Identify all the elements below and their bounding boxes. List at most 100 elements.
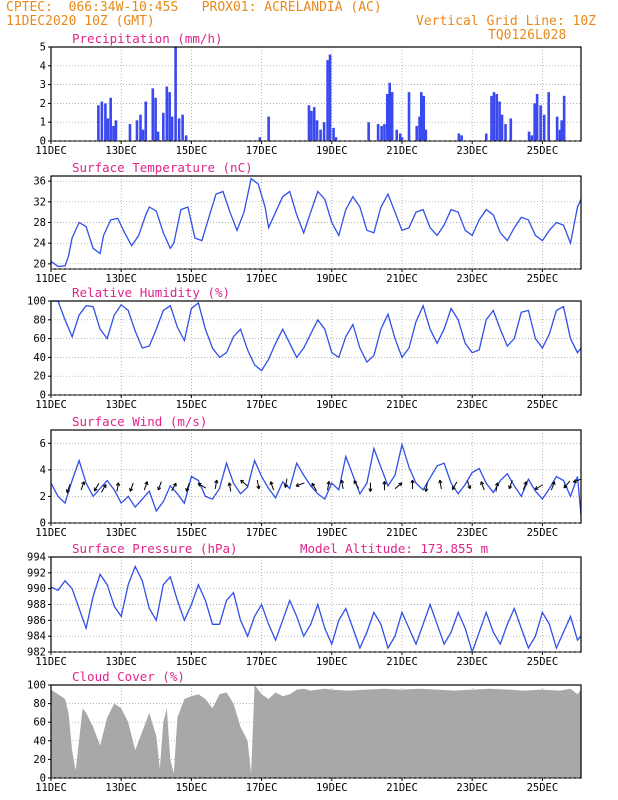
- wind-arrow-shaft: [522, 481, 527, 491]
- wind-arrow-head: [157, 487, 162, 491]
- wind-arrow: [438, 479, 443, 489]
- wind-arrow-shaft: [93, 482, 100, 492]
- y-tick-label: 4: [40, 464, 46, 476]
- precip-bar: [154, 97, 157, 141]
- x-tick-label: 21DEC: [386, 399, 418, 411]
- panel-frame-rh: [50, 300, 582, 396]
- precip-bar: [100, 101, 104, 141]
- wind-arrow-head: [573, 481, 577, 484]
- y-tick-label: 990: [27, 583, 46, 595]
- precip-bar: [376, 124, 380, 141]
- precip-bar: [128, 124, 132, 141]
- y-tick-label: 40: [33, 352, 46, 364]
- wind-arrow-shaft: [270, 481, 275, 491]
- y-tick-label: 100: [27, 296, 46, 308]
- x-tick-label: 11DEC: [35, 782, 67, 794]
- wind-arrow: [550, 481, 556, 491]
- wind-arrow: [311, 482, 317, 492]
- wind-arrow-shaft: [341, 479, 344, 489]
- y-tick-label: 28: [33, 217, 46, 229]
- wind-arrow: [410, 479, 415, 489]
- x-tick-label: 19DEC: [316, 656, 348, 668]
- y-tick-label: 60: [33, 333, 46, 345]
- x-tick-label: 25DEC: [527, 273, 559, 285]
- precip-bar: [156, 131, 160, 141]
- wind-arrow-head: [102, 484, 107, 487]
- precip-bar: [104, 103, 107, 141]
- x-tick-label: 17DEC: [246, 273, 278, 285]
- wind-arrow-shaft: [295, 482, 305, 487]
- precip-bar: [312, 107, 316, 141]
- wind-arrow: [256, 479, 261, 490]
- precip-bar: [326, 60, 329, 141]
- wind-arrow: [466, 480, 472, 490]
- wind-arrow-head: [508, 486, 513, 490]
- wind-arrow-shaft: [100, 484, 107, 493]
- wind-arrow: [283, 478, 288, 488]
- wind-arrow-head: [480, 481, 482, 486]
- x-tick-label: 23DEC: [456, 145, 488, 157]
- panel-title-cloud: Cloud Cover (%): [72, 669, 185, 684]
- precip-bar: [97, 105, 100, 141]
- wind-arrow-shaft: [439, 479, 442, 489]
- wind-arrow-shaft: [311, 482, 317, 492]
- x-tick-label: 21DEC: [386, 145, 418, 157]
- precip-bar: [558, 129, 562, 141]
- wind-arrow: [143, 481, 149, 491]
- precip-bar: [168, 92, 171, 141]
- wind-arrow: [382, 481, 387, 491]
- precip-bar: [495, 94, 499, 141]
- series-line-temp: [50, 177, 582, 268]
- wind-arrow: [572, 478, 582, 484]
- precip-bar: [562, 95, 566, 141]
- y-tick-label: 992: [27, 567, 46, 579]
- y-tick-label: 32: [33, 196, 46, 208]
- wind-arrow-shaft: [534, 484, 544, 490]
- panel-cloud: 0 20 40 60 80 100 11DEC 13DEC 15DEC 17DEC 19DEC 21D…: [27, 669, 582, 794]
- wind-arrow-head: [284, 484, 288, 488]
- precip-bar: [539, 105, 542, 141]
- wind-arrow-head: [369, 488, 373, 492]
- precip-bar: [490, 95, 493, 141]
- wind-arrow-head: [81, 481, 85, 485]
- precip-bar: [388, 82, 392, 141]
- wind-arrow-head: [410, 479, 413, 484]
- x-tick-label: 13DEC: [105, 273, 137, 285]
- x-tick-label: 23DEC: [456, 527, 488, 539]
- y-tick-label: 100: [27, 680, 46, 692]
- y-tick-label: 20: [33, 258, 46, 270]
- precip-bar: [530, 135, 534, 141]
- panel-pres: 982 984 986 988 990 992 994 11DEC 13DEC 15DEC 17DE…: [27, 541, 582, 668]
- panel-title-wind: Surface Wind (m/s): [72, 414, 207, 429]
- precip-bar: [560, 120, 563, 141]
- precip-bar: [533, 103, 536, 141]
- y-tick-label: 0: [40, 136, 46, 148]
- precip-bar: [319, 129, 322, 141]
- y-tick-label: 984: [27, 631, 46, 643]
- x-tick-label: 19DEC: [316, 273, 348, 285]
- precip-bar: [385, 94, 389, 141]
- precip-bar: [151, 88, 155, 141]
- wind-arrow-shaft: [129, 482, 134, 492]
- precip-bar: [307, 105, 311, 141]
- x-tick-label: 23DEC: [456, 399, 488, 411]
- precip-bar: [334, 137, 338, 141]
- wind-arrow: [157, 481, 162, 491]
- header-model-code: TQ0126L028: [488, 28, 567, 43]
- x-tick-label: 17DEC: [246, 782, 278, 794]
- header-line1: CPTEC: 066:34W-10:45S PROX01: ACRELANDIA…: [6, 0, 382, 15]
- wind-arrow-head: [382, 481, 385, 485]
- precip-bar: [398, 133, 402, 141]
- wind-arrow-shaft: [466, 480, 471, 489]
- wind-arrow: [227, 482, 232, 492]
- precip-bar: [484, 133, 488, 141]
- precip-bar: [535, 94, 539, 141]
- panel-precip: 0 1 2 3 4 5 11DEC 13DEC 15DEC 17DEC 19DEC 21DEC 23DE…: [35, 31, 582, 157]
- wind-arrow: [480, 481, 485, 491]
- wind-arrow-head: [339, 479, 343, 484]
- precip-bar: [328, 54, 332, 141]
- x-tick-label: 13DEC: [105, 145, 137, 157]
- wind-arrow-shaft: [66, 484, 71, 493]
- wind-arrow-head: [144, 481, 148, 485]
